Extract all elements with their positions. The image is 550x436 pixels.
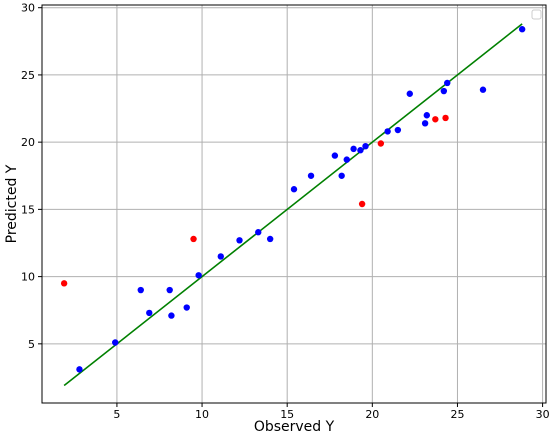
blue-point [137, 286, 144, 294]
blue-point [112, 339, 119, 346]
blue-point [518, 26, 526, 33]
x-tick-label: 5 [113, 408, 120, 421]
blue-point [168, 312, 175, 319]
blue-point [195, 272, 202, 279]
blue-point [76, 366, 83, 373]
y-tick-label: 10 [21, 271, 35, 284]
blue-point [338, 172, 345, 179]
blue-point [406, 90, 413, 97]
plot-area-frame [41, 4, 547, 404]
y-tick-label: 30 [21, 2, 35, 15]
blue-point [444, 79, 451, 87]
x-tick-label: 15 [280, 408, 294, 421]
y-axis-title: Predicted Y [4, 164, 20, 243]
red-point [60, 280, 68, 287]
blue-point [166, 286, 173, 294]
blue-point [217, 253, 224, 260]
red-point [377, 140, 385, 147]
blue-point [362, 142, 369, 150]
x-tick-label: 10 [195, 408, 209, 421]
blue-point [440, 87, 448, 95]
blue-point [331, 152, 339, 159]
blue-point [421, 120, 429, 127]
red-point [190, 235, 197, 243]
blue-point [479, 86, 487, 93]
blue-point [307, 172, 315, 179]
blue-point [183, 304, 190, 311]
axis-ticks: 5 10 15 20 25 30 5 10 15 20 25 30 [21, 2, 550, 421]
x-tick-label: 25 [450, 408, 464, 421]
blue-point [423, 112, 431, 119]
blue-point [255, 229, 262, 236]
blue-point [236, 237, 243, 244]
blue-point [266, 235, 274, 243]
legend-box [531, 9, 542, 20]
y-tick-label: 5 [28, 338, 35, 351]
y-tick-label: 20 [21, 136, 35, 149]
x-tick-label: 20 [365, 408, 379, 421]
red-point [432, 116, 439, 123]
blue-point [394, 126, 402, 134]
x-tick-label: 30 [536, 408, 550, 421]
blue-point [384, 128, 391, 135]
blue-point [343, 156, 350, 163]
blue-point [357, 147, 364, 154]
blue-point [350, 145, 357, 153]
red-point [442, 114, 449, 122]
grid-lines [42, 5, 546, 403]
red-point [358, 200, 366, 208]
data-layer [60, 23, 526, 387]
y-tick-label: 15 [21, 203, 35, 216]
y-tick-label: 25 [21, 69, 35, 82]
blue-point [290, 186, 298, 193]
blue-point [146, 309, 153, 317]
x-axis-title: Observed Y [254, 419, 335, 435]
